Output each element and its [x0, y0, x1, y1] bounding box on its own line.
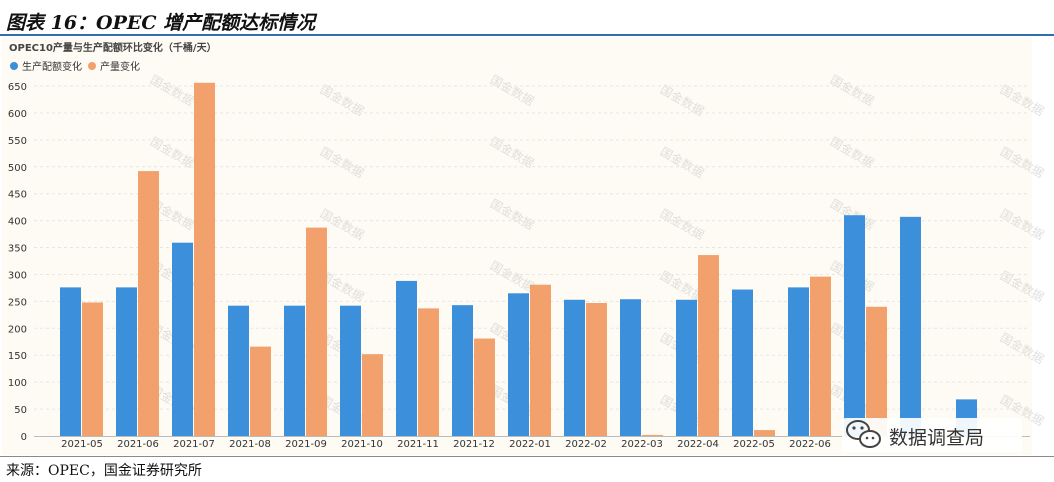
quota-change-bar	[396, 280, 417, 436]
output-change-bar	[530, 284, 551, 436]
watermark-text: 国金数据	[828, 72, 877, 109]
watermark-text: 国金数据	[658, 206, 707, 243]
quota-change-bar	[508, 293, 529, 436]
x-tick-label: 2022-01	[509, 439, 551, 450]
x-tick-label: 2022-02	[565, 439, 607, 450]
output-change-bar	[642, 434, 663, 436]
figure-title: 图表 16：OPEC 增产配额达标情况	[6, 12, 316, 34]
watermark-text: 国金数据	[998, 144, 1047, 181]
quota-change-bar	[172, 242, 193, 436]
x-tick-label: 2021-11	[397, 439, 439, 450]
output-change-bar	[362, 354, 383, 436]
output-change-bar	[194, 82, 215, 437]
x-tick-label: 2021-12	[453, 439, 495, 450]
chart-title: OPEC10产量与生产配额环比变化（千桶/天）	[9, 41, 217, 54]
y-tick-label: 500	[8, 163, 27, 174]
x-tick-label: 2022-05	[733, 439, 775, 450]
quota-change-bar	[732, 289, 753, 436]
watermark-text: 国金数据	[998, 82, 1047, 119]
quota-change-bar	[340, 305, 361, 436]
y-tick-label: 250	[8, 297, 27, 308]
y-tick-label: 0	[21, 432, 27, 443]
y-tick-label: 350	[8, 244, 27, 255]
x-tick-label: 2021-06	[117, 439, 159, 450]
output-change-bar	[82, 302, 103, 436]
logo-text: 数据调查局	[889, 427, 984, 449]
watermark-text: 国金数据	[998, 330, 1047, 367]
output-change-bar	[418, 308, 439, 436]
y-tick-label: 450	[8, 190, 27, 201]
quota-change-bar	[564, 299, 585, 436]
y-tick-label: 650	[8, 82, 27, 93]
quota-change-bar	[228, 305, 249, 436]
quota-change-bar	[676, 299, 697, 436]
x-tick-label: 2021-09	[285, 439, 327, 450]
output-change-bar	[754, 430, 775, 436]
watermark-text: 国金数据	[488, 72, 537, 109]
y-tick-label: 100	[8, 378, 27, 389]
x-tick-label: 2022-04	[677, 439, 719, 450]
y-tick-label: 50	[14, 405, 27, 416]
output-change-bar	[250, 346, 271, 436]
source-note: 来源：OPEC，国金证券研究所	[6, 463, 202, 479]
legend-label: 产量变化	[100, 60, 140, 73]
legend-marker	[10, 62, 18, 70]
y-tick-label: 400	[8, 217, 27, 228]
quota-change-bar	[60, 287, 81, 436]
y-tick-label: 200	[8, 324, 27, 335]
wechat-logo: 数据调查局	[842, 418, 1022, 452]
output-change-bar	[698, 255, 719, 436]
watermark-text: 国金数据	[658, 144, 707, 181]
x-tick-label: 2022-06	[789, 439, 831, 450]
source-rule	[0, 456, 1054, 457]
x-tick-label: 2022-03	[621, 439, 663, 450]
quota-change-bar	[620, 299, 641, 436]
output-change-bar	[586, 303, 607, 436]
output-change-bar	[306, 227, 327, 436]
output-change-bar	[474, 338, 495, 436]
x-tick-label: 2021-08	[229, 439, 271, 450]
x-tick-label: 2021-05	[61, 439, 103, 450]
x-tick-label: 2021-07	[173, 439, 215, 450]
quota-change-bar	[452, 305, 473, 436]
watermark-text: 国金数据	[148, 72, 197, 109]
watermark-text: 国金数据	[998, 268, 1047, 305]
output-change-bar	[866, 306, 887, 436]
legend-label: 生产配额变化	[22, 60, 82, 73]
watermark-text: 国金数据	[488, 258, 537, 295]
watermark-text: 国金数据	[148, 134, 197, 171]
y-tick-label: 550	[8, 136, 27, 147]
y-tick-label: 150	[8, 351, 27, 362]
quota-change-bar	[900, 216, 921, 436]
title-rule	[0, 34, 1054, 36]
quota-change-bar	[284, 305, 305, 436]
wechat-icon	[846, 420, 881, 448]
quota-change-bar	[844, 215, 865, 436]
y-tick-label: 300	[8, 270, 27, 281]
quota-change-bar	[788, 287, 809, 436]
watermark-text: 国金数据	[828, 134, 877, 171]
watermark-text: 国金数据	[998, 206, 1047, 243]
output-change-bar	[138, 171, 159, 437]
watermark-text: 国金数据	[488, 196, 537, 233]
watermark-text: 国金数据	[488, 134, 537, 171]
watermark-text: 国金数据	[318, 144, 367, 181]
logo-backdrop	[842, 418, 1022, 452]
y-tick-label: 600	[8, 109, 27, 120]
quota-change-bar	[116, 287, 137, 436]
x-tick-label: 2021-10	[341, 439, 383, 450]
legend-marker	[88, 62, 96, 70]
output-change-bar	[810, 276, 831, 436]
